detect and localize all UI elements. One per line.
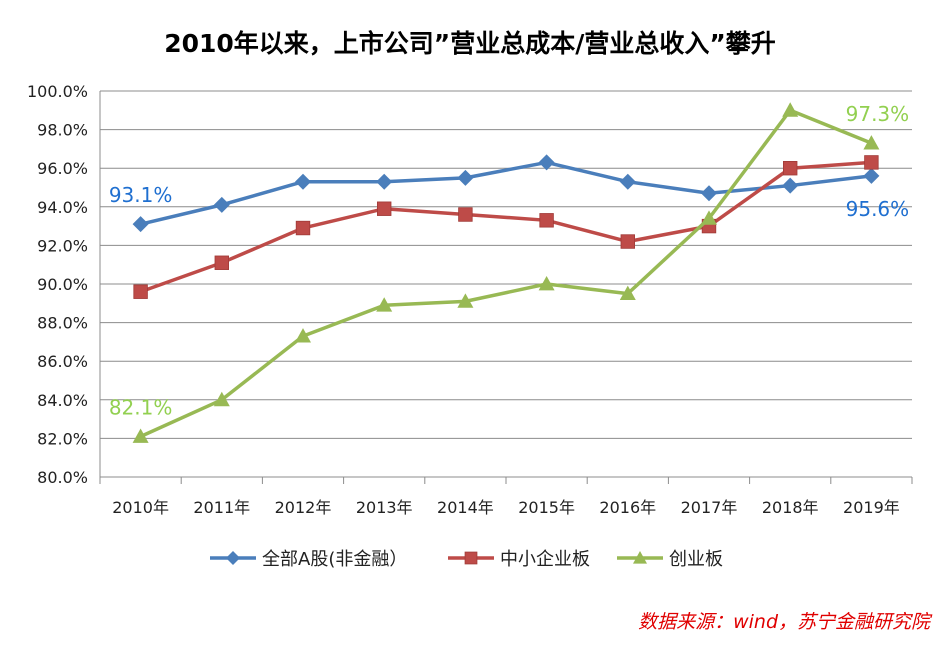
y-tick-label: 86.0% [37, 352, 88, 371]
series-line [139, 108, 873, 439]
x-tick-label: 2018年 [762, 498, 819, 517]
series-group [132, 102, 880, 443]
x-tick-label: 2011年 [193, 498, 250, 517]
data-point-square [458, 207, 473, 222]
y-tick-label: 98.0% [37, 121, 88, 140]
data-point-square [539, 213, 554, 228]
source-note: 数据来源：wind，苏宁金融研究院 [638, 611, 933, 633]
chart-title: 2010年以来，上市公司”营业总成本/营业总收入”攀升 [164, 29, 776, 58]
legend: 全部A股(非金融） 中小企业板 创业板 [210, 549, 723, 570]
data-point-triangle [538, 276, 555, 291]
data-point-triangle [295, 328, 311, 343]
data-point-triangle [782, 102, 799, 117]
legend-item-3: 创业板 [617, 549, 723, 570]
series-line [140, 160, 872, 226]
series-line [140, 160, 872, 294]
annotations: 93.1% 95.6% 82.1% 97.3% [109, 102, 909, 419]
x-axis: 2010年 2011年 2012年 2013年 2014年 2015年 2016年 2017年… [99, 477, 913, 517]
series-3 [132, 102, 880, 443]
x-tick-label: 2010年 [112, 498, 169, 517]
data-point-diamond [619, 173, 636, 190]
data-label: 97.3% [846, 102, 910, 126]
y-axis: 80.0% 82.0% 84.0% 86.0% 88.0% 90.0% 92.0% 94.0%… [27, 82, 101, 487]
data-label: 95.6% [846, 197, 910, 221]
data-point-square [620, 234, 636, 249]
data-point-square [864, 155, 879, 170]
data-point-square [376, 201, 392, 216]
y-tick-label: 84.0% [37, 391, 88, 410]
data-point-diamond [701, 185, 717, 202]
y-tick-label: 100.0% [27, 82, 88, 101]
data-point-square [783, 160, 798, 176]
x-tick-label: 2013年 [356, 498, 413, 517]
y-tick-label: 88.0% [37, 314, 88, 333]
y-tick-label: 96.0% [37, 159, 88, 178]
y-tick-label: 80.0% [37, 468, 88, 487]
data-point-diamond [295, 173, 311, 190]
x-tick-label: 2017年 [681, 498, 738, 517]
data-point-diamond [457, 169, 474, 186]
data-point-square [214, 255, 230, 270]
data-point-triangle [701, 210, 717, 225]
x-tick-label: 2016年 [599, 498, 656, 517]
data-point-diamond [132, 216, 149, 233]
gridlines [100, 90, 912, 478]
series-2 [133, 155, 879, 299]
legend-label: 中小企业板 [500, 549, 590, 570]
data-point-triangle [132, 428, 149, 443]
data-point-triangle [863, 135, 880, 150]
data-point-triangle [633, 551, 647, 564]
y-tick-label: 92.0% [37, 236, 88, 255]
data-point-diamond [213, 196, 230, 213]
data-label: 82.1% [109, 395, 173, 419]
legend-label: 全部A股(非金融） [262, 549, 407, 570]
data-point-diamond [226, 551, 240, 565]
x-tick-label: 2014年 [437, 498, 494, 517]
data-label: 93.1% [109, 183, 173, 207]
data-point-triangle [376, 297, 393, 312]
x-tick-label: 2019年 [843, 498, 900, 517]
y-tick-label: 82.0% [37, 429, 88, 448]
data-point-diamond [376, 173, 393, 190]
data-point-diamond [538, 154, 555, 171]
data-point-diamond [782, 177, 799, 194]
x-tick-label: 2012年 [275, 498, 332, 517]
data-point-triangle [213, 391, 230, 407]
legend-item-1: 全部A股(非金融） [210, 549, 407, 570]
legend-label: 创业板 [669, 549, 723, 570]
data-point-square [133, 284, 148, 299]
y-tick-label: 94.0% [37, 198, 88, 217]
x-tick-label: 2015年 [518, 498, 575, 517]
data-point-triangle [619, 285, 636, 301]
legend-item-2: 中小企业板 [448, 549, 590, 570]
series-1 [132, 154, 880, 233]
data-point-triangle [457, 293, 474, 308]
data-point-square [464, 551, 478, 565]
data-point-square [295, 220, 311, 236]
data-point-diamond [863, 167, 880, 184]
y-tick-label: 90.0% [37, 275, 88, 294]
